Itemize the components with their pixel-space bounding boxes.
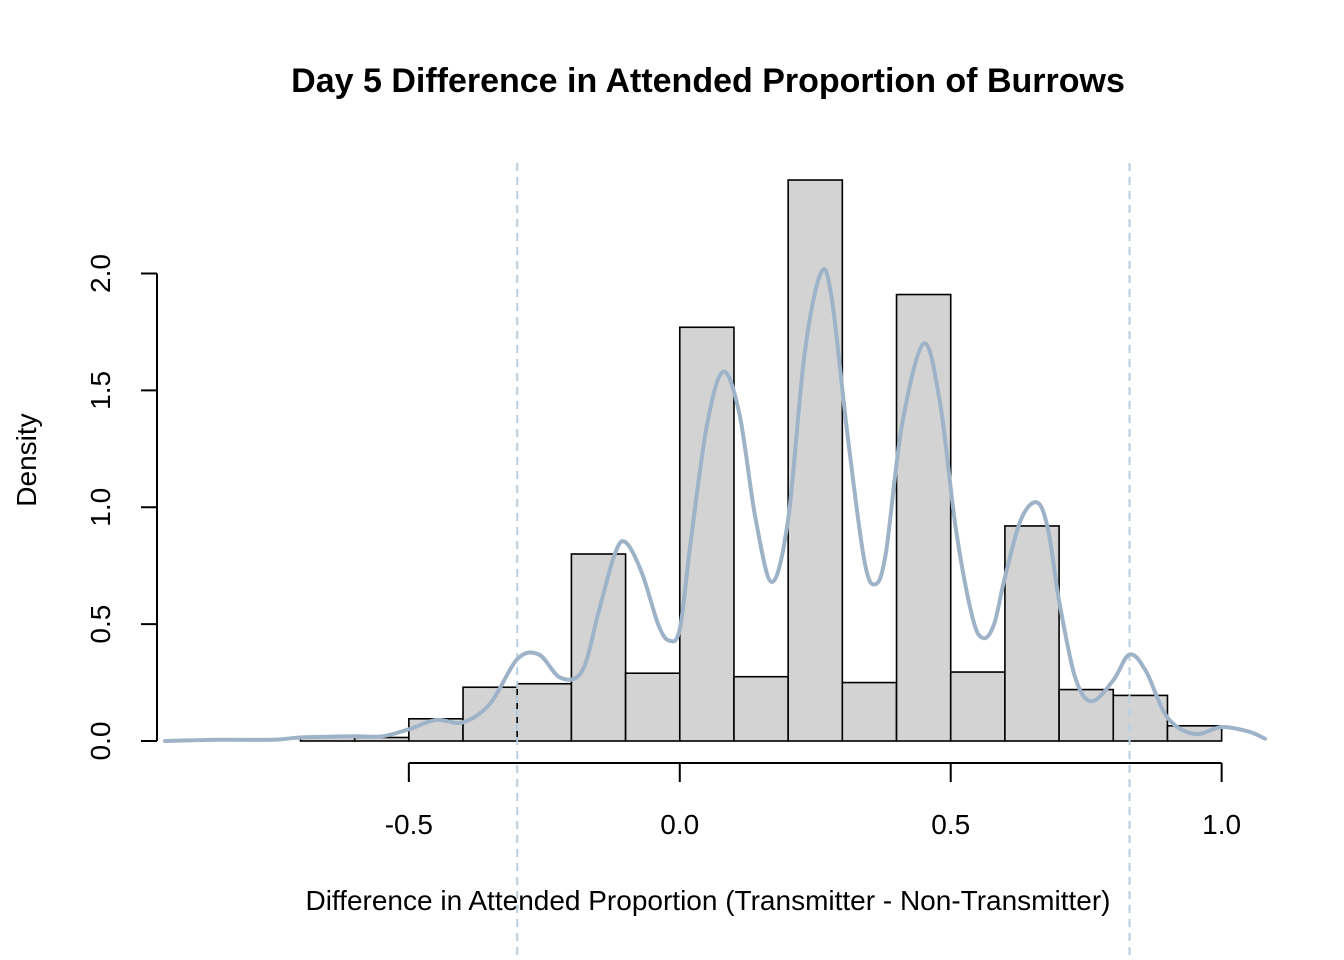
y-axis-label: Density: [11, 413, 42, 506]
y-tick-label-2: 1.0: [85, 488, 116, 527]
y-axis: 0.0 0.5 1.0 1.5 2.0: [85, 254, 158, 761]
histogram-bar-5: [570, 553, 627, 742]
y-tick-label-0: 0.0: [85, 722, 116, 761]
histogram-bar-6: [624, 672, 681, 742]
histogram-bar-10: [841, 681, 898, 742]
x-tick-label-3: 1.0: [1202, 809, 1241, 840]
chart-title: Day 5 Difference in Attended Proportion …: [291, 62, 1125, 100]
histogram-bar-7: [678, 326, 735, 742]
x-tick-label-1: 0.0: [660, 809, 699, 840]
bars-group: [299, 179, 1223, 742]
y-tick-label-4: 2.0: [85, 254, 116, 293]
x-axis: -0.5 0.0 0.5 1.0: [385, 762, 1241, 840]
histogram-bar-4: [516, 682, 573, 742]
histogram-bar-13: [1004, 525, 1060, 742]
histogram-bar-9: [787, 179, 844, 742]
y-tick-label-1: 0.5: [85, 605, 116, 644]
y-tick-label-3: 1.5: [85, 371, 116, 410]
histogram-bar-8: [733, 675, 789, 742]
histogram-bar-3: [462, 686, 519, 742]
vertical-lines-group: [516, 163, 1131, 960]
x-tick-label-0: -0.5: [385, 809, 433, 840]
histogram-bar-11: [895, 293, 952, 742]
x-tick-label-2: 0.5: [931, 809, 970, 840]
histogram-bar-12: [949, 671, 1006, 742]
density-curve: [163, 267, 1267, 743]
x-axis-label: Difference in Attended Proportion (Trans…: [305, 885, 1110, 916]
